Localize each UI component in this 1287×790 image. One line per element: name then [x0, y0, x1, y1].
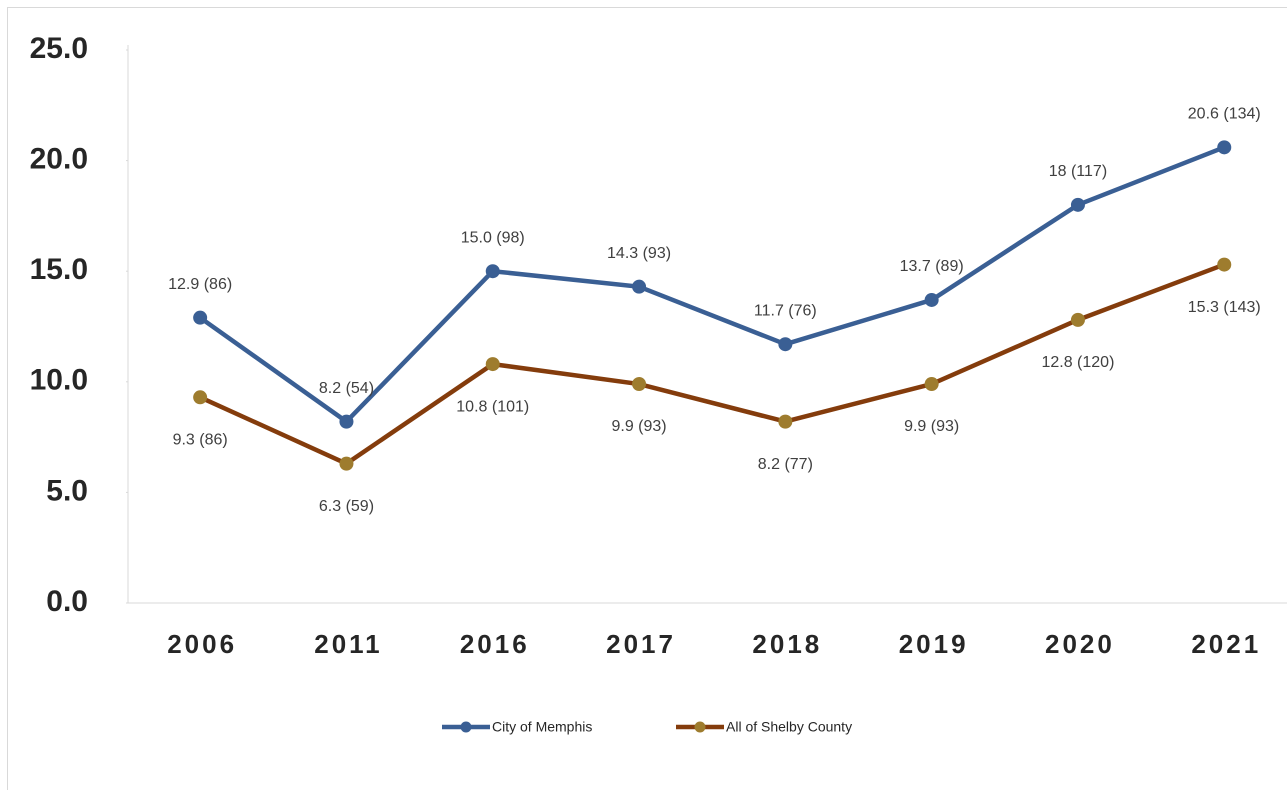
value-label: 20.6 (134): [1188, 106, 1261, 123]
marker: [924, 292, 939, 307]
value-label: 9.9 (93): [611, 418, 666, 435]
y-tick-label: 10.0: [30, 364, 88, 397]
marker: [339, 456, 354, 471]
value-label: 15.0 (98): [461, 229, 525, 246]
marker: [485, 264, 500, 279]
chart-border: [7, 7, 1287, 790]
legend-marker: [694, 721, 706, 733]
marker: [778, 337, 793, 352]
legend-label: All of Shelby County: [726, 719, 852, 735]
value-label: 13.7 (89): [900, 258, 964, 275]
marker: [1070, 197, 1085, 212]
marker: [1217, 257, 1232, 272]
marker: [632, 377, 647, 392]
y-tick-label: 15.0: [30, 253, 88, 286]
value-label: 14.3 (93): [607, 245, 671, 262]
y-tick-label: 0.0: [46, 585, 88, 618]
y-tick-label: 20.0: [30, 143, 88, 176]
value-label: 15.3 (143): [1188, 299, 1261, 316]
value-label: 12.9 (86): [168, 276, 232, 293]
y-tick-label: 5.0: [46, 474, 88, 507]
marker: [193, 390, 208, 405]
marker: [778, 414, 793, 429]
series-line: [199, 262, 1226, 466]
value-label: 12.8 (120): [1041, 354, 1114, 371]
legend-marker: [460, 721, 472, 733]
marker: [924, 377, 939, 392]
x-tick-label: 2017: [606, 629, 676, 659]
marker: [193, 310, 208, 325]
value-label: 18 (117): [1049, 163, 1107, 180]
value-label: 8.2 (54): [319, 380, 374, 397]
x-tick-label: 2011: [314, 629, 382, 659]
x-tick-label: 2018: [752, 629, 822, 659]
x-tick-label: 2020: [1045, 629, 1115, 659]
value-label: 9.3 (86): [173, 432, 228, 449]
series-line: [198, 145, 1226, 424]
value-label: 11.7 (76): [754, 302, 817, 319]
marker: [632, 279, 647, 294]
marker: [339, 414, 354, 429]
x-tick-label: 2016: [460, 629, 530, 659]
x-tick-label: 2021: [1191, 629, 1261, 659]
y-tick-label: 25.0: [30, 32, 88, 65]
legend-label: City of Memphis: [492, 719, 592, 735]
value-label: 8.2 (77): [758, 456, 813, 473]
value-label: 6.3 (59): [319, 498, 374, 515]
marker: [1217, 140, 1232, 155]
value-label: 9.9 (93): [904, 418, 959, 435]
marker: [1070, 312, 1085, 327]
marker: [485, 357, 500, 372]
x-tick-label: 2019: [899, 629, 969, 659]
x-tick-label: 2006: [167, 629, 237, 659]
value-label: 10.8 (101): [456, 398, 529, 415]
